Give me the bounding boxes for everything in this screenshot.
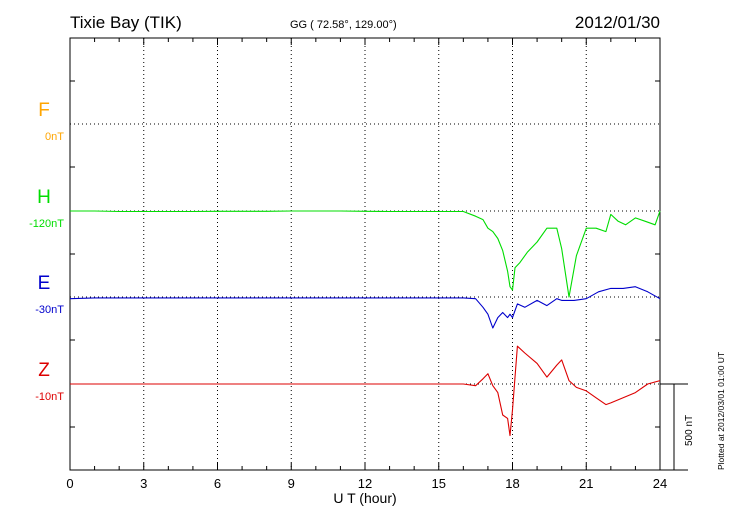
- x-tick-label: 24: [653, 476, 667, 491]
- channel-offset-F: 0nT: [45, 131, 64, 143]
- channel-name-H: H: [37, 187, 51, 208]
- series-lines: [69, 210, 661, 437]
- x-tick-label: 6: [214, 476, 221, 491]
- grid-lines: [70, 38, 660, 470]
- series-Z: [70, 345, 661, 437]
- x-tick-label: 15: [432, 476, 446, 491]
- x-tick-label: 3: [140, 476, 147, 491]
- plotted-note: Plotted at 2012/03/01 01:00 UT: [716, 352, 726, 470]
- x-axis-ticks: 0 3 6 9 12 15 18 21 24: [66, 38, 667, 491]
- x-tick-label: 18: [505, 476, 519, 491]
- scale-bar: 500 nT: [660, 383, 695, 471]
- scale-bar-label: 500 nT: [684, 415, 695, 446]
- station-coords: GG ( 72.58°, 129.00°): [290, 19, 397, 31]
- x-tick-label: 9: [288, 476, 295, 491]
- channel-name-F: F: [38, 100, 50, 121]
- x-tick-label: 21: [579, 476, 593, 491]
- series-E: [69, 286, 661, 329]
- x-tick-label: 12: [358, 476, 372, 491]
- channel-offset-E: -30nT: [35, 304, 64, 316]
- channel-offset-H: -120nT: [29, 218, 64, 230]
- series-H: [70, 210, 661, 298]
- x-axis-label: U T (hour): [333, 490, 396, 506]
- plot-date: 2012/01/30: [575, 13, 660, 32]
- channel-name-Z: Z: [38, 360, 50, 381]
- channel-labels: F 0nT H -120nT E -30nT Z -10nT: [29, 100, 64, 403]
- channel-name-E: E: [38, 273, 51, 294]
- x-tick-label: 0: [66, 476, 73, 491]
- channel-offset-Z: -10nT: [35, 391, 64, 403]
- station-title: Tixie Bay (TIK): [70, 13, 182, 32]
